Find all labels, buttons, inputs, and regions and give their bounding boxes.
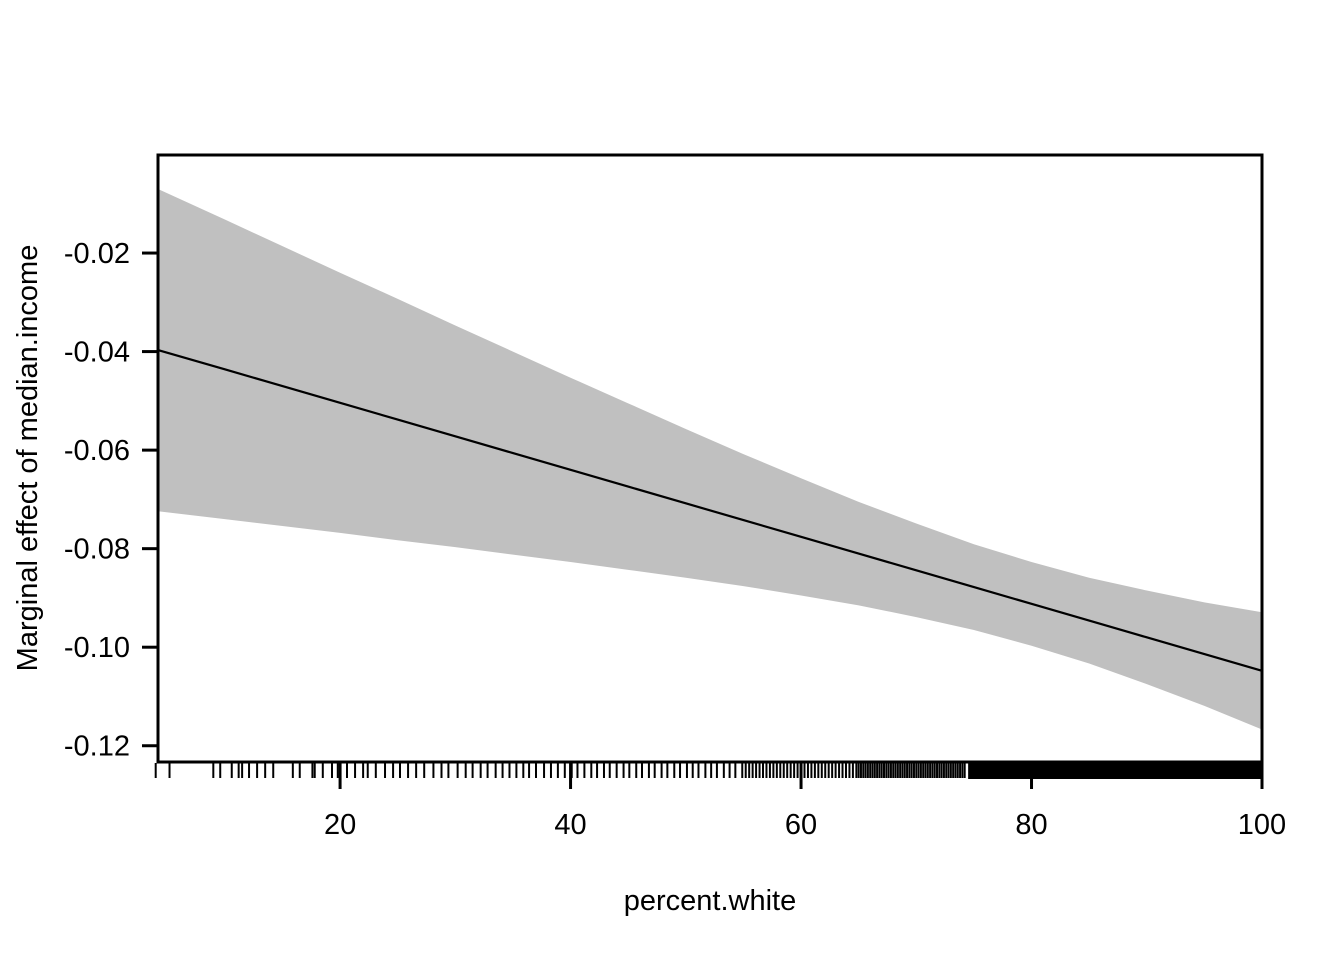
y-tick-label: -0.06 [64, 435, 130, 467]
rug-solid-bar [968, 763, 1262, 779]
confidence-band [158, 188, 1262, 730]
x-tick-label: 60 [785, 809, 817, 841]
y-tick-label: -0.02 [64, 238, 130, 270]
marginal-effect-line [157, 349, 1263, 672]
y-axis-title: Marginal effect of median.income [12, 245, 44, 672]
plot-box-border [156, 153, 1264, 764]
x-tick-label: 20 [324, 809, 356, 841]
x-tick-label: 40 [554, 809, 586, 841]
rug-marks [154, 763, 966, 778]
y-axis: -0.02 -0.04 -0.06 -0.08 -0.10 -0.12 [64, 238, 157, 763]
x-axis: 20 40 60 80 100 [324, 763, 1286, 841]
y-tick-label: -0.08 [64, 534, 130, 566]
y-tick-label: -0.04 [64, 337, 130, 369]
x-axis-title: percent.white [624, 885, 797, 917]
x-tick-label: 100 [1238, 809, 1286, 841]
x-tick-label: 80 [1015, 809, 1047, 841]
y-tick-label: -0.12 [64, 731, 130, 763]
y-tick-label: -0.10 [64, 632, 130, 664]
